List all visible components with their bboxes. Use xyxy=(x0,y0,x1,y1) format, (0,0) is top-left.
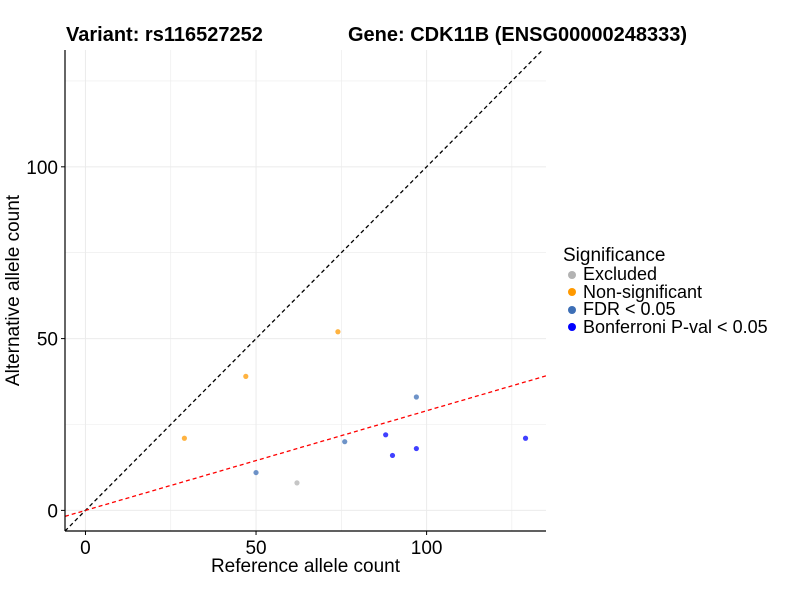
legend-item: Excluded xyxy=(563,264,768,285)
variant-title: Variant: rs116527252 xyxy=(66,24,263,46)
legend-dot-icon xyxy=(568,323,576,332)
data-point xyxy=(413,445,419,452)
identity-reference-line xyxy=(65,50,544,531)
legend-dot-icon xyxy=(568,288,576,297)
legend-item: Bonferroni P-val < 0.05 xyxy=(563,316,768,337)
legend-label: Excluded xyxy=(583,264,658,285)
data-points xyxy=(181,329,529,486)
data-point xyxy=(181,435,187,441)
data-point xyxy=(413,394,419,400)
legend-dot-icon xyxy=(568,305,576,314)
data-point xyxy=(253,469,259,476)
x-tick-label: 50 xyxy=(245,538,266,559)
data-point xyxy=(389,452,396,459)
x-axis-label: Reference allele count xyxy=(211,556,401,577)
x-tick-label: 100 xyxy=(411,538,443,559)
data-point xyxy=(243,373,249,379)
data-point xyxy=(383,432,389,438)
fitted-reference-line xyxy=(65,375,546,517)
legend-title: Significance xyxy=(563,245,666,266)
y-tick-label: 50 xyxy=(37,330,58,351)
legend-items: Excluded Non-significant FDR < 0.05 Bonferr… xyxy=(563,264,768,337)
legend-dot-icon xyxy=(568,270,576,279)
data-point xyxy=(522,435,529,441)
legend-label: Bonferroni P-val < 0.05 xyxy=(583,316,768,337)
gene-title: Gene: CDK11B (ENSG00000248333) xyxy=(348,24,688,46)
data-point xyxy=(294,480,300,486)
y-axis-label: Alternative allele count xyxy=(3,194,24,386)
legend-label: FDR < 0.05 xyxy=(583,299,676,320)
data-point xyxy=(342,439,348,445)
y-tick-label: 0 xyxy=(47,501,58,522)
legend-item: FDR < 0.05 xyxy=(563,299,768,320)
legend-label: Non-significant xyxy=(583,281,703,302)
legend-item: Non-significant xyxy=(563,281,768,302)
tick-labels: 0 50 100 0 50 100 xyxy=(26,158,442,559)
x-tick-label: 0 xyxy=(80,538,91,559)
y-tick-label: 100 xyxy=(26,158,58,179)
legend: Significance Excluded Non-significant FDR … xyxy=(563,245,768,337)
axes xyxy=(64,50,546,532)
grid-layer xyxy=(65,50,546,531)
data-point xyxy=(335,329,341,335)
reference-lines xyxy=(65,50,546,531)
